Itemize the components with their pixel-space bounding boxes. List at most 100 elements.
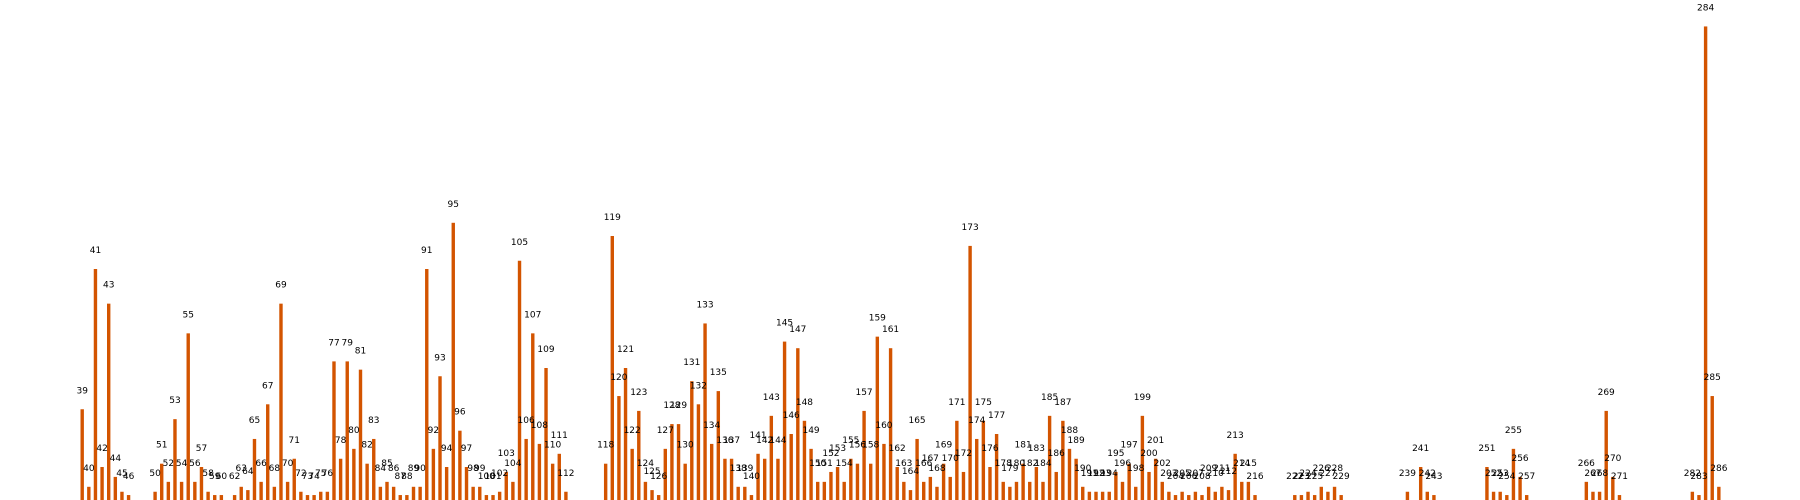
bar-label-181: 181 <box>1015 441 1032 451</box>
bar-label-58: 58 <box>202 469 214 479</box>
bar-label-269: 269 <box>1598 388 1615 398</box>
bar-216 <box>1253 495 1257 500</box>
bar-188 <box>1067 448 1072 500</box>
bar-46 <box>126 495 131 500</box>
bar-label-241: 241 <box>1412 444 1429 454</box>
bar-227 <box>1326 491 1330 500</box>
bar-135 <box>716 391 721 500</box>
bar-label-143: 143 <box>763 393 780 403</box>
bar-208 <box>1200 495 1204 500</box>
bar-282 <box>1690 491 1695 500</box>
bar-label-55: 55 <box>182 310 193 320</box>
bar-label-120: 120 <box>610 373 627 383</box>
bar-158 <box>869 463 873 500</box>
bar-137 <box>729 458 734 500</box>
bar-198 <box>1134 486 1138 500</box>
bar-label-285: 285 <box>1704 373 1721 383</box>
bar-204 <box>1173 495 1178 500</box>
bar-label-65: 65 <box>249 416 260 426</box>
bar-268 <box>1597 491 1602 500</box>
bar-label-222: 222 <box>1286 472 1303 482</box>
bar-label-168: 168 <box>928 464 945 474</box>
bar-label-177: 177 <box>988 411 1005 421</box>
bar-label-141: 141 <box>749 431 766 441</box>
bar-label-93: 93 <box>434 353 445 363</box>
bar-201 <box>1153 458 1158 500</box>
bar-194 <box>1107 491 1111 500</box>
bar-label-51: 51 <box>156 441 167 451</box>
bar-label-192: 192 <box>1087 469 1104 479</box>
bar-label-227: 227 <box>1319 469 1336 479</box>
bar-label-71: 71 <box>289 436 300 446</box>
bar-166 <box>922 481 926 500</box>
bar-label-99: 99 <box>474 464 486 474</box>
bar-253 <box>1498 491 1502 500</box>
bar-241 <box>1418 467 1423 500</box>
bar-label-122: 122 <box>624 426 641 436</box>
bar-229 <box>1339 495 1343 500</box>
bar-label-155: 155 <box>842 436 859 446</box>
bar-42 <box>100 467 104 500</box>
bar-label-200: 200 <box>1140 449 1157 459</box>
bar-143 <box>769 415 774 500</box>
bar-168 <box>935 486 939 500</box>
bar-200 <box>1147 471 1151 500</box>
bar-label-199: 199 <box>1134 393 1151 403</box>
bar-128 <box>670 424 674 500</box>
bar-label-63: 63 <box>236 464 247 474</box>
bar-140 <box>749 495 754 500</box>
bar-255 <box>1511 448 1516 500</box>
bar-label-204: 204 <box>1167 472 1184 482</box>
bar-label-39: 39 <box>76 386 88 396</box>
bar-144 <box>776 458 780 500</box>
bar-59 <box>213 495 217 500</box>
bar-239 <box>1405 491 1410 500</box>
bar-label-76: 76 <box>322 469 334 479</box>
bar-label-225: 225 <box>1306 472 1323 482</box>
bar-78 <box>338 458 343 500</box>
bar-178 <box>1001 481 1005 500</box>
bar-125 <box>650 490 654 500</box>
bar-label-169: 169 <box>935 441 952 451</box>
bar-label-67: 67 <box>262 381 273 391</box>
bar-155 <box>849 458 853 500</box>
bar-215 <box>1246 481 1251 500</box>
bar-142 <box>762 458 767 500</box>
bar-180 <box>1014 481 1019 500</box>
bar-label-86: 86 <box>388 464 400 474</box>
bar-90 <box>418 486 422 500</box>
bar-154 <box>842 481 846 500</box>
bar-label-41: 41 <box>90 246 101 256</box>
bar-109 <box>544 368 548 500</box>
bar-213 <box>1233 453 1237 500</box>
bar-119 <box>610 236 614 500</box>
bar-124 <box>643 481 648 500</box>
bar-139 <box>743 486 747 500</box>
bar-100 <box>484 495 489 500</box>
bar-163 <box>902 481 906 500</box>
bar-43 <box>107 303 111 500</box>
bar-151 <box>822 481 827 500</box>
bar-label-157: 157 <box>855 388 872 398</box>
bar-164 <box>908 490 913 500</box>
bar-72 <box>299 491 303 500</box>
bar-76 <box>325 491 330 500</box>
bar-label-211: 211 <box>1213 464 1230 474</box>
bar-189 <box>1074 458 1078 500</box>
bar-182 <box>1028 481 1032 500</box>
bar-223 <box>1299 495 1304 500</box>
bar-label-229: 229 <box>1333 472 1350 482</box>
bar-label-195: 195 <box>1107 449 1124 459</box>
bar-label-158: 158 <box>862 441 879 451</box>
bar-label-124: 124 <box>637 459 654 469</box>
bar-101 <box>491 495 495 500</box>
bar-label-126: 126 <box>650 472 667 482</box>
bar-226 <box>1319 486 1323 500</box>
bar-146 <box>789 434 793 500</box>
bar-label-167: 167 <box>922 454 939 464</box>
bar-label-145: 145 <box>776 319 793 329</box>
bar-label-66: 66 <box>255 459 267 469</box>
bar-label-74: 74 <box>308 472 320 482</box>
bar-label-98: 98 <box>467 464 479 474</box>
bar-label-196: 196 <box>1114 459 1131 469</box>
